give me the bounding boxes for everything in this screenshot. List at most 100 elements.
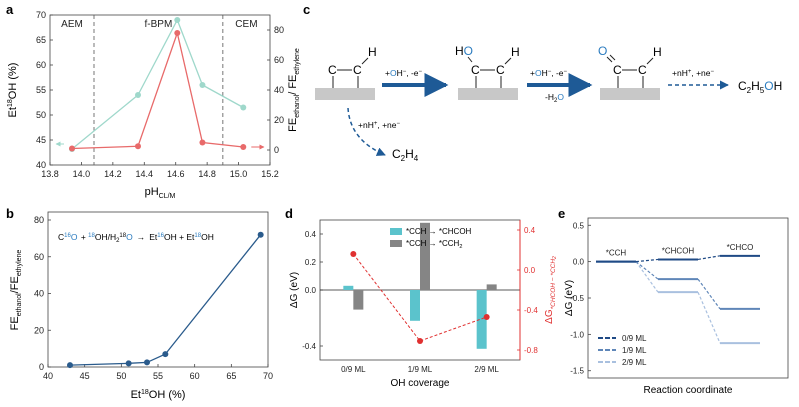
- bond: [606, 56, 613, 63]
- diff-line: [352, 253, 487, 342]
- legend-label-cch2: *CCH → *CCH2: [406, 239, 462, 250]
- y-right-tick-label: 60: [274, 55, 284, 65]
- y-tick-label: 0.0: [573, 258, 585, 267]
- x-tick-label: 70: [263, 371, 273, 381]
- y-tick-label: 0.0: [305, 286, 317, 295]
- chart-e-legend: 0/9 ML 1/9 ML 2/9 ML: [598, 334, 647, 367]
- y-tick-label: 40: [34, 289, 44, 299]
- step2-label: +OH−, -e−: [530, 68, 568, 78]
- bar-1-1: [420, 222, 430, 290]
- bond: [504, 57, 512, 65]
- y-left-tick-label: 50: [36, 110, 46, 120]
- panel-label-e: e: [558, 206, 565, 221]
- x-tick-label: 15.2: [261, 169, 279, 179]
- surface-2: [458, 88, 518, 100]
- product-ethylene: C2H4: [392, 147, 419, 163]
- y-left-tick-label: 55: [36, 85, 46, 95]
- chart-b-annotation: C16O + 18OH/H218O → Et16OH + Et18OH: [58, 232, 214, 244]
- bar-1-2: [486, 284, 497, 290]
- chart-a: 13.8 14.0 14.2 14.4 14.6 14.8 15.0 15.2 40 45 50 5…: [7, 10, 301, 200]
- series-point: [135, 92, 141, 98]
- chart-a-y-right-ticks: 0 20 40 60 80: [267, 25, 284, 155]
- panel-label-b: b: [6, 206, 14, 221]
- diff-point: [417, 338, 423, 344]
- chart-a-y-left-ticks: 40 45 50 55 60 65 70: [36, 10, 53, 170]
- connector-1-1: [697, 278, 721, 310]
- x-tick-label: 55: [153, 371, 163, 381]
- x-tick-label: 15.0: [230, 169, 248, 179]
- bar-0-2: [476, 290, 487, 349]
- y-tick-label: -0.4: [302, 342, 316, 351]
- chart-d-ylabel: ΔG (eV): [289, 272, 300, 308]
- reaction-scheme: C C H +OH−, -e− C C HO H +OH−, -e− -H2O …: [315, 44, 782, 163]
- y-right-tick-label: 40: [274, 85, 284, 95]
- x-category-label: 0/9 ML: [341, 365, 366, 374]
- chart-b: 40 45 50 55 60 65 70 0 20 40 60 80 C16O + 18OH/H21…: [9, 211, 273, 401]
- hydroxyl: HO: [455, 44, 473, 58]
- legend-label-1: 1/9 ML: [622, 346, 647, 355]
- y-left-tick-label: 65: [36, 35, 46, 45]
- x-tick-label: 65: [226, 371, 236, 381]
- x-tick-label: 14.8: [198, 169, 216, 179]
- chart-e-ylabel: ΔG (eV): [564, 280, 575, 316]
- diff-point: [483, 314, 490, 320]
- x-category-label: 1/9 ML: [408, 365, 433, 374]
- connector-2-1: [697, 291, 721, 344]
- atom-h: H: [368, 45, 377, 59]
- y-left-tick-label: 40: [36, 160, 46, 170]
- y-tick-label: 0.4: [305, 230, 317, 239]
- chart-d-xlabel: OH coverage: [391, 378, 450, 389]
- atom-h: H: [511, 45, 520, 59]
- legend-label-0: 0/9 ML: [622, 334, 647, 343]
- y-tick-label: 80: [34, 215, 44, 225]
- atom-o: O: [598, 44, 607, 58]
- x-tick-label: 14.6: [167, 169, 185, 179]
- bond: [467, 56, 473, 63]
- panel-label-d: d: [285, 206, 293, 221]
- chart-d: -0.4 0.0 0.2 0.4 -0.8 -0.4 0.0 0.4 0/9 ML 1/9 M…: [289, 219, 558, 389]
- region-label-cem: CEM: [235, 19, 257, 30]
- chart-d-ylabel-right: ΔG*CHCOH − *CCH2: [544, 256, 558, 324]
- chart-e-y-ticks: 0.5 0.0 -0.5 -1.0 -1.5: [570, 221, 591, 376]
- y-right-tick-label: 0: [274, 145, 279, 155]
- diff-point: [350, 251, 357, 257]
- y-right-tick-label: 0.0: [524, 266, 536, 275]
- y-tick-label: 20: [34, 325, 44, 335]
- y-tick-label: 0.2: [305, 258, 317, 267]
- series-line-1: [71, 30, 244, 150]
- y-left-tick-label: 60: [36, 60, 46, 70]
- chart-a-regions: AEM f-BPM CEM: [61, 19, 257, 30]
- x-tick-label: 40: [43, 371, 53, 381]
- legend-label-chcoh: *CCH → *CHCOH: [406, 227, 472, 236]
- chart-d-diff-series: [350, 251, 490, 344]
- chart-b-y-ticks: 0 20 40 60 80: [34, 215, 51, 372]
- chart-a-x-ticks: 13.8 14.0 14.2 14.4 14.6 14.8 15.0 15.2: [41, 162, 279, 179]
- x-tick-label: 45: [80, 371, 90, 381]
- y-tick-label: -1.0: [570, 330, 584, 339]
- series-point: [199, 139, 206, 146]
- chart-e-series: [596, 254, 760, 345]
- chart-a-series: [55, 17, 265, 152]
- chart-d-legend: *CCH → *CHCOH *CCH → *CCH2: [390, 227, 472, 250]
- series-point: [162, 351, 169, 358]
- legend-swatch-chcoh: [390, 228, 402, 235]
- y-right-tick-label: 80: [274, 25, 284, 35]
- series-line: [69, 234, 262, 366]
- atom-c: C: [613, 63, 622, 77]
- x-tick-label: 14.4: [136, 169, 154, 179]
- y-tick-label: 0.5: [573, 221, 585, 230]
- bar-1-0: [353, 290, 364, 310]
- chart-d-x-ticks: 0/9 ML 1/9 ML 2/9 ML: [341, 365, 499, 374]
- series-point: [240, 144, 247, 150]
- chart-b-ylabel: FEethanol/FEethylene: [9, 250, 23, 331]
- panel-label-a: a: [6, 2, 14, 17]
- series-point: [174, 17, 181, 23]
- connector-0-1: [697, 255, 721, 261]
- connector-2-0: [635, 261, 659, 293]
- state-label: *CHCO: [727, 243, 754, 252]
- atom-h: H: [653, 45, 662, 59]
- y-tick-label: 60: [34, 252, 44, 262]
- series-point: [144, 359, 150, 366]
- chart-d-bars: [343, 222, 497, 349]
